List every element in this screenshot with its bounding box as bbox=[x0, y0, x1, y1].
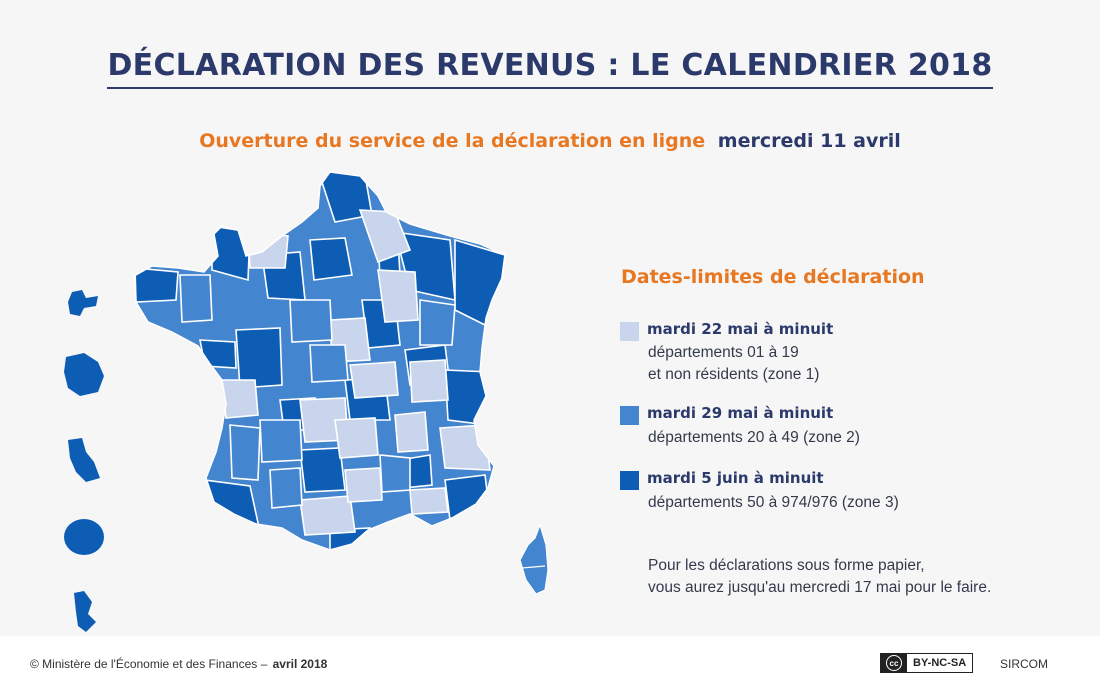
title-text: DÉCLARATION DES REVENUS : LE CALENDRIER … bbox=[107, 48, 993, 89]
agency-name: SIRCOM bbox=[1000, 657, 1048, 671]
copyright: © Ministère de l'Économie et des Finance… bbox=[30, 657, 327, 671]
zone2-departments: départements 20 à 49 (zone 2) bbox=[648, 429, 860, 446]
license-badge: cc BY-NC-SA bbox=[880, 653, 974, 673]
mainland-departments bbox=[134, 172, 505, 550]
france-map bbox=[64, 171, 549, 632]
corsica bbox=[519, 523, 549, 595]
zone3-swatch bbox=[620, 471, 639, 490]
page-title: DÉCLARATION DES REVENUS : LE CALENDRIER … bbox=[0, 48, 1100, 89]
zone3-departments: départements 50 à 974/976 (zone 3) bbox=[648, 494, 899, 511]
note-line-2: vous aurez jusqu'au mercredi 17 mai pour… bbox=[648, 579, 992, 596]
martinique bbox=[64, 353, 104, 396]
subtitle-service: Ouverture du service de la déclaration e… bbox=[199, 130, 706, 152]
guadeloupe bbox=[68, 290, 98, 316]
note-line-1: Pour les déclarations sous forme papier, bbox=[648, 557, 925, 574]
subtitle: Ouverture du service de la déclaration e… bbox=[0, 130, 1100, 152]
zone1-extra: et non résidents (zone 1) bbox=[648, 366, 820, 383]
subtitle-date: mercredi 11 avril bbox=[717, 130, 901, 152]
license-text: BY-NC-SA bbox=[913, 657, 967, 669]
reunion bbox=[64, 519, 104, 555]
zone1-deadline: mardi 22 mai à minuit bbox=[647, 320, 834, 338]
legend-title: Dates-limites de déclaration bbox=[621, 266, 925, 288]
paper-declaration-note: Pour les déclarations sous forme papier,… bbox=[648, 555, 991, 599]
cc-symbol: cc bbox=[886, 655, 902, 671]
zone2-deadline: mardi 29 mai à minuit bbox=[647, 404, 834, 422]
cc-icon: cc bbox=[881, 654, 907, 672]
zone1-swatch bbox=[620, 322, 639, 341]
footer: © Ministère de l'Économie et des Finance… bbox=[0, 636, 1100, 688]
copyright-date: avril 2018 bbox=[272, 657, 328, 671]
zone2-swatch bbox=[620, 406, 639, 425]
zone3-deadline: mardi 5 juin à minuit bbox=[647, 469, 824, 487]
guyane bbox=[68, 438, 100, 482]
zone1-departments: départements 01 à 19 bbox=[648, 344, 799, 361]
copyright-text: © Ministère de l'Économie et des Finance… bbox=[30, 657, 268, 671]
mayotte bbox=[74, 591, 96, 632]
